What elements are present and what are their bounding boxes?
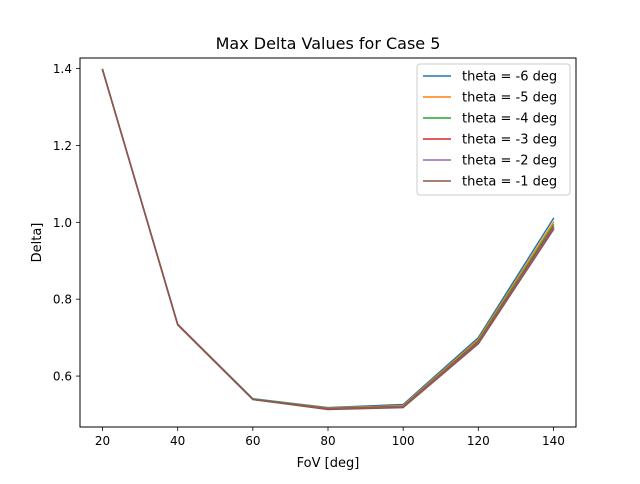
y-tick-label-4: 1.4: [53, 62, 72, 76]
y-tick-label-1: 0.8: [53, 293, 72, 307]
legend-box: [416, 63, 571, 196]
legend-label-0: theta = -6 deg: [462, 70, 557, 85]
legend-label-5: theta = -1 deg: [462, 175, 557, 190]
legend-label-1: theta = -5 deg: [462, 91, 557, 106]
series-line-5: [101, 68, 555, 411]
y-axis-label: Delta]: [30, 223, 45, 263]
y-tick-label-3: 1.2: [53, 139, 72, 153]
x-tick-label-2: 60: [245, 434, 260, 448]
legend-label-4: theta = -2 deg: [462, 154, 557, 169]
legend-label-2: theta = -4 deg: [462, 112, 557, 127]
y-tick-label-2: 1.0: [53, 216, 72, 230]
chart-title: Max Delta Values for Case 5: [216, 34, 441, 53]
y-tick-label-0: 0.6: [53, 370, 72, 384]
x-tick-label-3: 80: [320, 434, 335, 448]
x-tick-label-5: 120: [467, 434, 490, 448]
legend: theta = -6 deg theta = -5 deg theta = -4 d…: [416, 63, 571, 196]
x-tick-label-4: 100: [392, 434, 415, 448]
x-tick-label-6: 140: [542, 434, 565, 448]
x-tick-label-1: 40: [170, 434, 185, 448]
legend-label-3: theta = -3 deg: [462, 133, 557, 148]
x-tick-label-0: 20: [95, 434, 110, 448]
x-axis-label: FoV [deg]: [297, 456, 360, 471]
